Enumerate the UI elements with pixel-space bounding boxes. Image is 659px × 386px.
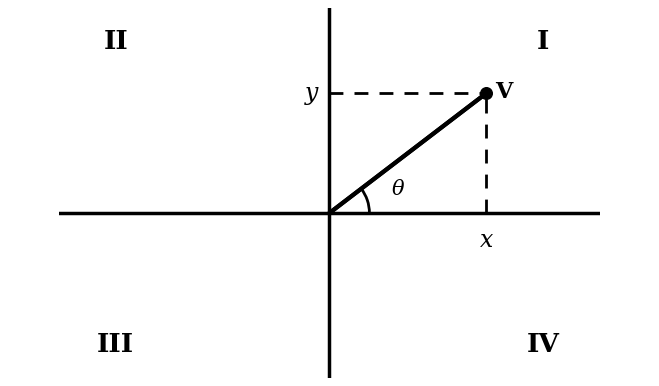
Text: I: I [537, 29, 550, 54]
Text: IV: IV [527, 332, 559, 357]
Text: x: x [480, 229, 493, 252]
Text: II: II [103, 29, 128, 54]
Text: θ: θ [391, 180, 404, 200]
Point [481, 90, 492, 96]
Text: V: V [495, 81, 512, 103]
Text: y: y [304, 82, 318, 105]
Text: III: III [97, 332, 134, 357]
